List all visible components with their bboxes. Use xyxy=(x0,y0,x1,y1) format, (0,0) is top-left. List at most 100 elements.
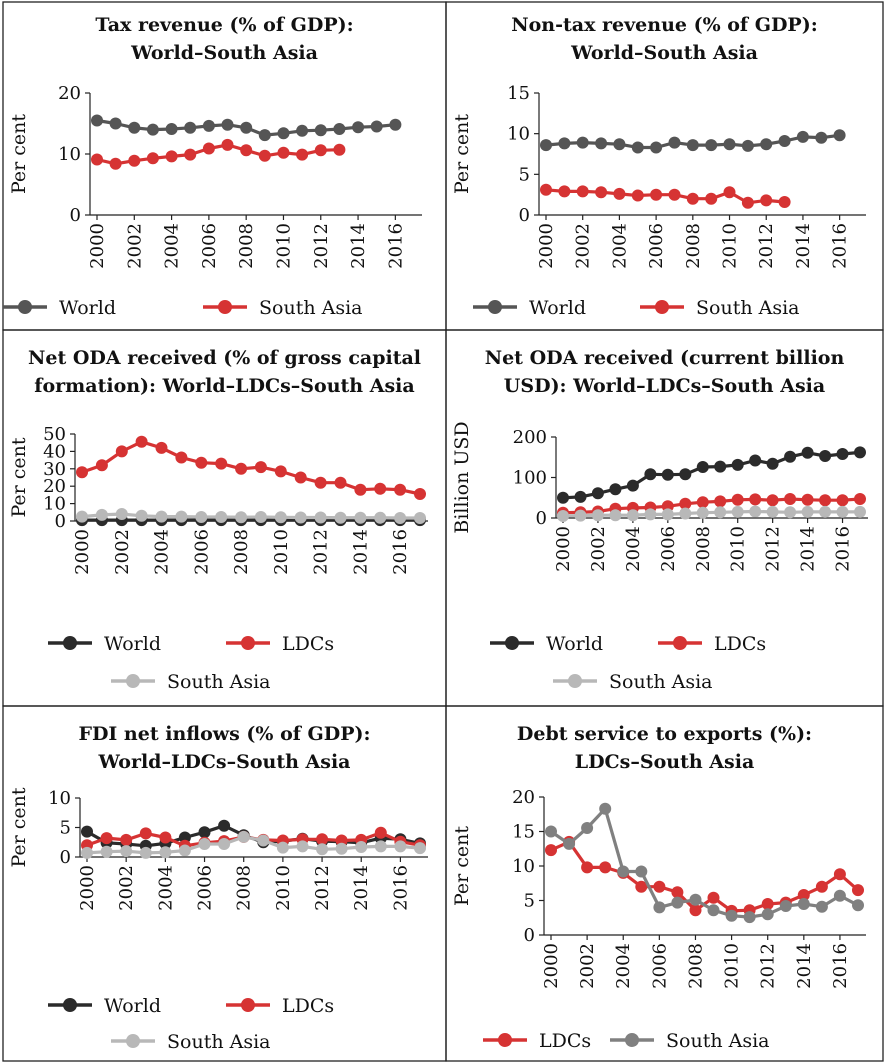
data-point xyxy=(355,841,368,853)
data-point xyxy=(334,511,347,524)
data-point xyxy=(574,509,587,522)
series-world xyxy=(557,446,866,504)
x-tick-label: 2014 xyxy=(794,943,815,989)
data-point xyxy=(650,141,663,154)
data-point xyxy=(626,479,639,492)
data-point xyxy=(714,506,727,519)
legend-marker xyxy=(63,636,77,650)
x-tick-label: 2004 xyxy=(623,526,644,572)
data-point xyxy=(815,900,828,913)
data-point xyxy=(613,187,626,200)
data-point xyxy=(558,185,571,198)
x-tick-label: 2014 xyxy=(348,223,369,269)
x-tick-label: 2006 xyxy=(199,223,220,269)
data-point xyxy=(274,511,287,524)
x-tick-label: 2010 xyxy=(271,529,292,575)
data-point xyxy=(135,435,148,448)
data-point xyxy=(696,461,709,473)
data-point xyxy=(314,476,327,489)
y-tick-label: 100 xyxy=(513,468,547,489)
data-point xyxy=(100,832,113,845)
legend-item: LDCs xyxy=(226,633,334,655)
data-point xyxy=(159,831,172,844)
data-point xyxy=(215,511,228,523)
legend-label: LDCs xyxy=(714,633,766,655)
y-tick-label: 0 xyxy=(519,205,530,226)
data-point xyxy=(731,505,744,518)
x-tick-label: 2016 xyxy=(390,529,411,575)
legend-label: South Asia xyxy=(609,671,712,693)
data-point xyxy=(165,150,178,163)
data-point xyxy=(198,826,211,839)
data-point xyxy=(195,456,208,469)
data-point xyxy=(705,192,718,205)
chart-title-line: Debt service to exports (%): xyxy=(517,723,812,745)
data-point xyxy=(139,827,152,840)
legend-marker xyxy=(218,300,232,314)
x-tick-label: 2008 xyxy=(236,223,257,269)
data-point xyxy=(689,904,702,917)
chart-panel-5: FDI net inflows (% of GDP): World–LDCs–So… xyxy=(2,705,447,1062)
data-point xyxy=(91,114,103,127)
data-point xyxy=(95,508,108,521)
data-point xyxy=(741,196,754,209)
data-point xyxy=(581,822,594,834)
data-point xyxy=(277,146,290,159)
x-tick-label: 2004 xyxy=(155,865,176,911)
data-point xyxy=(609,509,622,522)
data-point xyxy=(254,461,267,474)
data-point xyxy=(696,496,709,509)
data-point xyxy=(109,117,122,130)
y-tick-label: 20 xyxy=(512,787,535,808)
x-tick-label: 2000 xyxy=(553,526,574,572)
data-point xyxy=(277,127,290,140)
data-point xyxy=(240,121,253,134)
data-point xyxy=(679,507,692,520)
data-point xyxy=(557,491,569,504)
data-point xyxy=(120,833,133,846)
data-point xyxy=(801,505,814,518)
data-point xyxy=(240,144,253,157)
data-point xyxy=(81,846,93,859)
series-ldcs xyxy=(76,435,426,500)
x-tick-label: 2008 xyxy=(234,865,255,911)
data-point xyxy=(801,493,814,506)
chart-panel-2: Non-tax revenue (% of GDP): World–South A… xyxy=(445,1,884,331)
x-tick-label: 2008 xyxy=(685,943,706,989)
data-point xyxy=(819,505,832,518)
legend-item: South Asia xyxy=(553,671,712,693)
data-point xyxy=(370,120,383,133)
data-point xyxy=(617,865,630,878)
x-tick-label: 2006 xyxy=(646,223,667,269)
data-point xyxy=(671,886,684,899)
data-point xyxy=(314,144,327,157)
x-tick-label: 2008 xyxy=(683,223,704,269)
data-point xyxy=(801,446,814,459)
data-point xyxy=(374,840,387,853)
series-line xyxy=(562,509,860,518)
data-point xyxy=(95,459,108,472)
x-tick-label: 2006 xyxy=(195,865,216,911)
x-tick-label: 2004 xyxy=(152,529,173,575)
legend-item: South Asia xyxy=(203,297,362,319)
data-point xyxy=(581,861,594,874)
data-point xyxy=(743,911,756,924)
data-point xyxy=(120,845,133,858)
legend-label: LDCs xyxy=(282,995,334,1017)
legend-marker xyxy=(568,674,582,688)
x-tick-label: 2010 xyxy=(720,223,741,269)
y-tick-label: 15 xyxy=(507,83,530,104)
chart-title-line: Net ODA received (% of gross capital xyxy=(28,347,421,369)
series-line xyxy=(81,440,421,496)
legend-label: LDCs xyxy=(539,1030,591,1052)
x-tick-label: 2002 xyxy=(588,526,609,572)
x-tick-label: 2000 xyxy=(541,943,562,989)
data-point xyxy=(394,512,407,524)
data-point xyxy=(257,834,270,847)
data-point xyxy=(294,471,307,484)
x-tick-label: 2002 xyxy=(116,865,137,911)
data-point xyxy=(707,904,720,917)
data-point xyxy=(731,458,744,471)
x-tick-label: 2014 xyxy=(350,529,371,575)
data-point xyxy=(836,505,849,518)
